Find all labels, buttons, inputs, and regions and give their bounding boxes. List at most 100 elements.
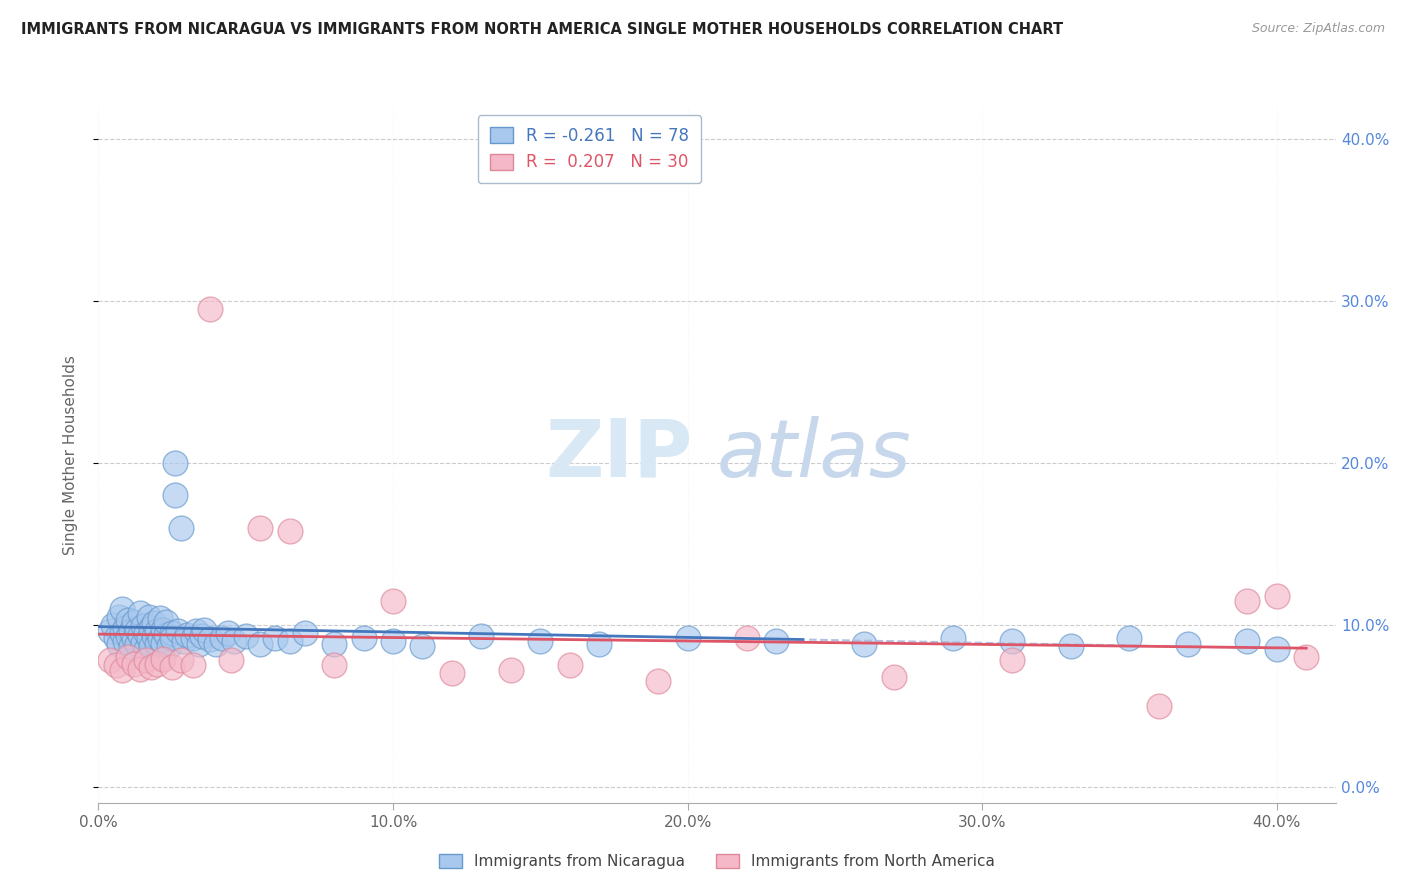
Point: [323, 658, 346, 673]
Point: [173, 634, 195, 648]
Point: [122, 632, 145, 647]
Point: [1118, 631, 1140, 645]
Point: [765, 634, 787, 648]
Point: [141, 621, 163, 635]
Point: [222, 634, 245, 648]
Point: [181, 658, 204, 673]
Point: [187, 637, 209, 651]
Point: [176, 627, 198, 641]
Point: [146, 624, 169, 639]
Point: [853, 637, 876, 651]
Point: [152, 652, 174, 666]
Point: [382, 634, 405, 648]
Point: [883, 670, 905, 684]
Point: [170, 653, 193, 667]
Point: [353, 631, 375, 645]
Point: [200, 302, 222, 317]
Point: [122, 615, 145, 629]
Text: ZIP: ZIP: [546, 416, 692, 494]
Point: [135, 653, 157, 667]
Point: [143, 629, 166, 643]
Point: [278, 524, 301, 538]
Point: [105, 631, 128, 645]
Point: [558, 658, 581, 673]
Point: [120, 624, 142, 639]
Legend: Immigrants from Nicaragua, Immigrants from North America: Immigrants from Nicaragua, Immigrants fr…: [433, 847, 1001, 875]
Point: [219, 653, 242, 667]
Point: [114, 634, 136, 648]
Point: [155, 627, 177, 641]
Point: [98, 624, 121, 639]
Point: [157, 639, 180, 653]
Point: [117, 613, 139, 627]
Point: [499, 663, 522, 677]
Point: [529, 634, 551, 648]
Point: [141, 639, 163, 653]
Point: [193, 623, 215, 637]
Point: [1265, 589, 1288, 603]
Point: [1147, 698, 1170, 713]
Point: [1295, 650, 1317, 665]
Point: [190, 629, 212, 643]
Point: [101, 617, 124, 632]
Point: [122, 657, 145, 671]
Point: [120, 639, 142, 653]
Point: [735, 631, 758, 645]
Point: [160, 631, 183, 645]
Point: [117, 629, 139, 643]
Point: [111, 626, 134, 640]
Point: [160, 626, 183, 640]
Point: [205, 637, 228, 651]
Point: [217, 626, 239, 640]
Point: [138, 609, 160, 624]
Y-axis label: Single Mother Households: Single Mother Households: [63, 355, 77, 555]
Point: [128, 607, 150, 621]
Point: [152, 623, 174, 637]
Point: [382, 593, 405, 607]
Point: [128, 627, 150, 641]
Point: [146, 657, 169, 671]
Point: [155, 615, 177, 629]
Point: [138, 631, 160, 645]
Point: [160, 660, 183, 674]
Point: [211, 631, 233, 645]
Point: [184, 624, 207, 639]
Point: [1059, 639, 1081, 653]
Point: [249, 521, 271, 535]
Point: [170, 521, 193, 535]
Point: [111, 663, 134, 677]
Point: [98, 653, 121, 667]
Point: [278, 634, 301, 648]
Point: [131, 635, 153, 649]
Point: [108, 609, 131, 624]
Point: [117, 650, 139, 665]
Point: [152, 635, 174, 649]
Point: [128, 661, 150, 675]
Point: [131, 619, 153, 633]
Point: [323, 637, 346, 651]
Point: [135, 626, 157, 640]
Point: [1236, 593, 1258, 607]
Point: [108, 637, 131, 651]
Point: [676, 631, 699, 645]
Point: [114, 621, 136, 635]
Point: [163, 456, 186, 470]
Text: IMMIGRANTS FROM NICARAGUA VS IMMIGRANTS FROM NORTH AMERICA SINGLE MOTHER HOUSEHO: IMMIGRANTS FROM NICARAGUA VS IMMIGRANTS …: [21, 22, 1063, 37]
Point: [146, 637, 169, 651]
Point: [135, 642, 157, 657]
Point: [111, 601, 134, 615]
Point: [125, 623, 148, 637]
Point: [264, 631, 287, 645]
Point: [235, 629, 257, 643]
Point: [200, 632, 222, 647]
Point: [942, 631, 965, 645]
Point: [163, 488, 186, 502]
Point: [105, 658, 128, 673]
Point: [1001, 653, 1024, 667]
Point: [1265, 642, 1288, 657]
Point: [470, 629, 492, 643]
Point: [294, 626, 316, 640]
Point: [440, 666, 463, 681]
Point: [143, 616, 166, 631]
Point: [141, 660, 163, 674]
